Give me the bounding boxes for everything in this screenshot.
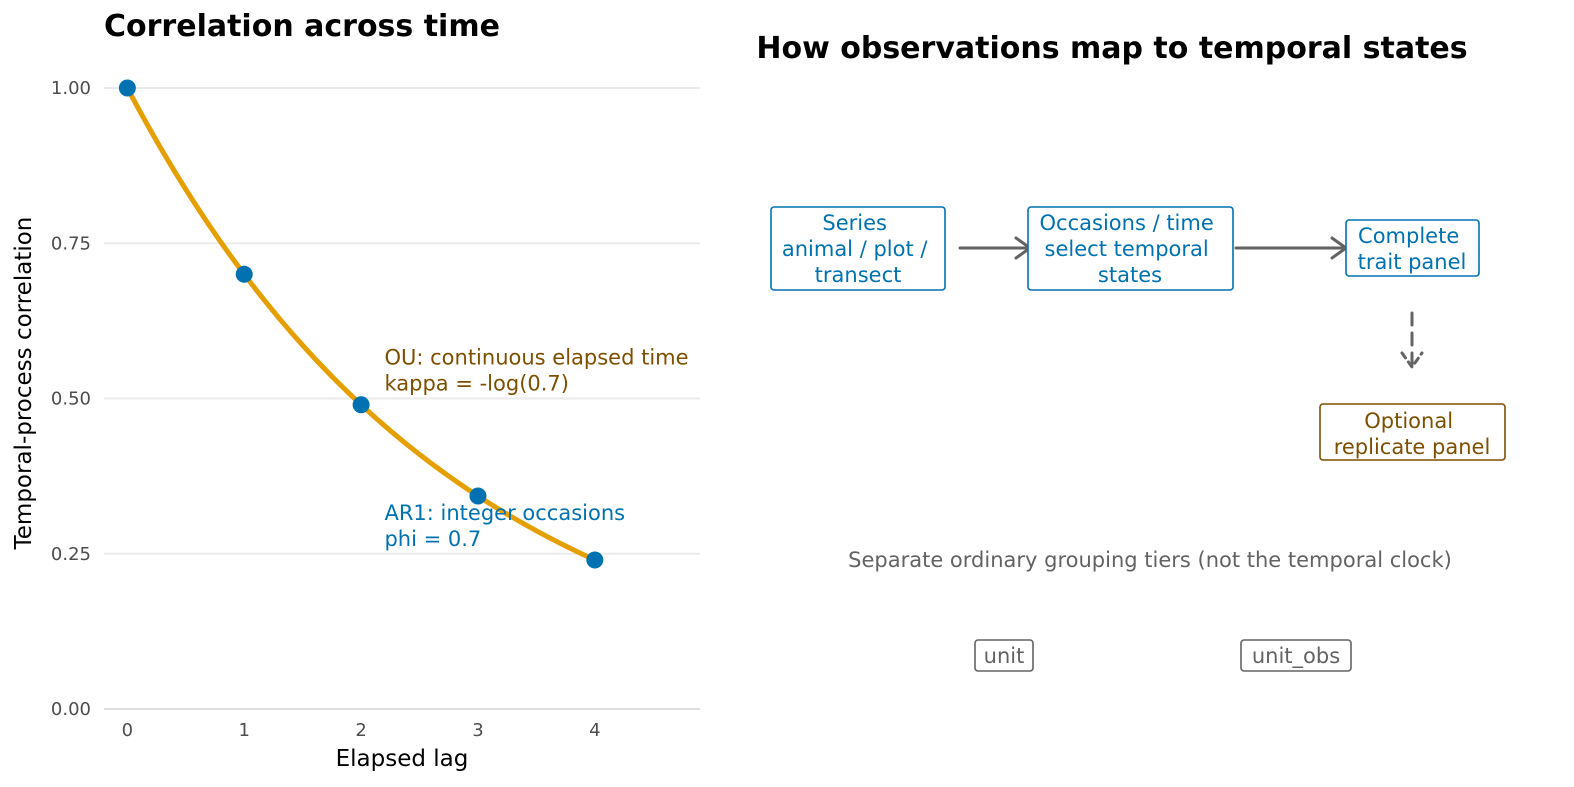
arrow-occasions-to-complete bbox=[1234, 236, 1348, 260]
chart-annotation-line: OU: continuous elapsed time bbox=[384, 346, 688, 370]
ar1-point bbox=[469, 487, 487, 505]
y-axis-title: Temporal-process correlation bbox=[11, 217, 37, 551]
chart-annotation: AR1: integer occasions phi = 0.7 bbox=[384, 501, 625, 551]
diagram-title: How observations map to temporal states bbox=[756, 31, 1467, 66]
dashed-arrow-complete-to-optional bbox=[1400, 311, 1424, 369]
y-tick-label: 1.00 bbox=[51, 78, 91, 99]
node-occasions-line-3: states bbox=[1098, 263, 1162, 287]
x-tick-label: 1 bbox=[239, 720, 250, 741]
x-axis-title: Elapsed lag bbox=[336, 746, 469, 772]
y-axis-ticks: 0.00 0.25 0.50 0.75 1.00 bbox=[51, 78, 91, 720]
tier-unit: unit bbox=[974, 639, 1034, 672]
svg-text:Occasions / time selec: Occasions / time select temporal states bbox=[1040, 211, 1221, 287]
chart-annotation-line: phi = 0.7 bbox=[384, 527, 481, 551]
ar1-point bbox=[352, 396, 370, 414]
y-tick-label: 0.75 bbox=[51, 233, 91, 254]
svg-text:Series animal / plot /: Series animal / plot / transect bbox=[782, 211, 934, 287]
svg-text:Optional replicate pan: Optional replicate panel bbox=[1334, 409, 1491, 459]
curve-layer bbox=[124, 85, 598, 563]
chart-annotation-line: kappa = -log(0.7) bbox=[384, 372, 569, 396]
chart-annotation-line: AR1: integer occasions bbox=[384, 501, 625, 525]
node-series-line-2: animal / plot / bbox=[782, 237, 929, 261]
arrow-series-to-occasions bbox=[958, 236, 1032, 260]
diagram-panel: How observations map to temporal states … bbox=[756, 31, 1506, 672]
node-optional-line-2: replicate panel bbox=[1334, 435, 1491, 459]
node-occasions: Occasions / time select temporal states bbox=[1027, 206, 1234, 291]
tier-unit-label: unit bbox=[984, 644, 1025, 668]
x-tick-label: 3 bbox=[472, 720, 483, 741]
svg-text:Complete trait panel: Complete trait panel bbox=[1358, 224, 1467, 274]
y-tick-label: 0.50 bbox=[51, 389, 91, 410]
x-tick-label: 0 bbox=[122, 720, 133, 741]
y-tick-label: 0.25 bbox=[51, 544, 91, 565]
node-occasions-line-1: Occasions / time bbox=[1040, 211, 1214, 235]
x-axis-ticks: 0 1 2 3 4 bbox=[122, 720, 601, 741]
node-series: Series animal / plot / transect bbox=[770, 206, 946, 291]
x-tick-label: 4 bbox=[589, 720, 600, 741]
y-tick-label: 0.00 bbox=[51, 699, 91, 720]
node-series-line-1: Series bbox=[822, 211, 887, 235]
node-occasions-line-2: select temporal bbox=[1045, 237, 1209, 261]
chart-annotation: OU: continuous elapsed time kappa = -log(… bbox=[384, 346, 688, 396]
node-complete-trait-panel: Complete trait panel bbox=[1345, 219, 1480, 277]
ar1-point bbox=[118, 79, 136, 97]
grouping-tiers-note: Separate ordinary grouping tiers (not th… bbox=[848, 548, 1452, 572]
node-optional-line-1: Optional bbox=[1364, 409, 1453, 433]
node-complete-line-2: trait panel bbox=[1358, 250, 1467, 274]
tier-unit-obs-label: unit_obs bbox=[1252, 644, 1340, 669]
tier-unit-obs: unit_obs bbox=[1240, 639, 1352, 672]
x-tick-label: 2 bbox=[355, 720, 366, 741]
node-complete-line-1: Complete bbox=[1358, 224, 1459, 248]
chart-gridlines bbox=[104, 87, 700, 710]
node-series-line-3: transect bbox=[815, 263, 902, 287]
ar1-point bbox=[235, 265, 253, 283]
node-optional-replicate-panel: Optional replicate panel bbox=[1319, 403, 1506, 461]
correlation-chart: Correlation across time 0.00 0.25 0.50 0.75… bbox=[11, 9, 700, 772]
points-layer bbox=[118, 79, 604, 569]
annotations-layer: OU: continuous elapsed time kappa = -log(… bbox=[384, 346, 688, 551]
chart-title: Correlation across time bbox=[104, 9, 500, 44]
ou-correlation-curve bbox=[124, 85, 598, 563]
ar1-point bbox=[586, 551, 604, 569]
